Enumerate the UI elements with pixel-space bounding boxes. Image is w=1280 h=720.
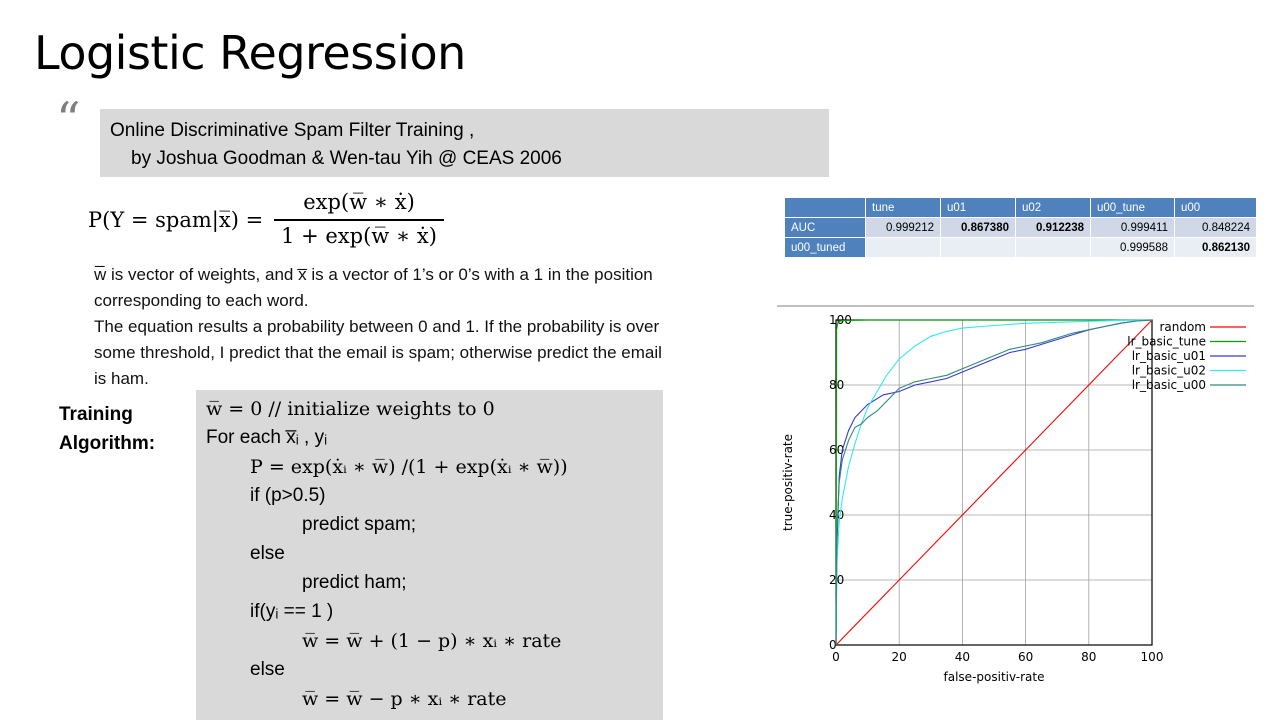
legend-label: lr_basic_u00 [1132, 378, 1206, 392]
auc-row-label: u00_tuned [784, 237, 866, 258]
x-tick-label: 20 [892, 650, 907, 664]
algorithm-box: w̅ = 0 // initialize weights to 0 For ea… [196, 390, 663, 720]
series-line-lr_basic_u00 [835, 319, 1153, 646]
algorithm-line: if(yᵢ == 1 ) [250, 601, 334, 622]
auc-cell: 0.999588 [1090, 237, 1175, 258]
auc-cell: 0.912238 [1015, 217, 1091, 238]
algorithm-line: else [250, 659, 285, 680]
x-tick-label: 60 [1018, 650, 1033, 664]
training-label-line-2: Algorithm: [59, 433, 156, 454]
legend-label: lr_basic_u01 [1132, 349, 1206, 363]
auc-cell: 0.999212 [865, 217, 941, 238]
auc-header-cell: tune [865, 197, 941, 218]
algorithm-line: For each x̅ᵢ , yᵢ [206, 427, 328, 448]
auc-header-cell [784, 197, 866, 218]
auc-header-cell: u00 [1174, 197, 1257, 218]
formula-description: w̅ is vector of weights, and x̅ is a vec… [94, 262, 774, 392]
algorithm-line: w̅ = w̅ + (1 − p) ∗ xᵢ ∗ rate [302, 630, 562, 652]
algorithm-line: if (p>0.5) [250, 485, 326, 506]
auc-table-row: AUC 0.999212 0.867380 0.912238 0.999411 … [784, 217, 1257, 238]
description-line: The equation results a probability betwe… [94, 317, 660, 336]
fraction-bar [274, 219, 444, 221]
auc-cell: 0.862130 [1174, 237, 1257, 258]
series-line-lr_basic_u02 [835, 319, 1153, 646]
x-tick-label: 0 [832, 650, 840, 664]
slide-title: Logistic Regression [34, 26, 466, 80]
auc-cell [940, 237, 1016, 258]
chart-top-divider [777, 305, 1254, 307]
auc-table-row: u00_tuned 0.999588 0.862130 [784, 237, 1257, 258]
series-line-lr_basic_tune [835, 319, 1152, 646]
y-tick-label: 0 [829, 638, 837, 652]
algorithm-line: predict spam; [302, 514, 417, 535]
x-tick-label: 40 [955, 650, 970, 664]
legend-label: lr_basic_u02 [1132, 364, 1206, 378]
auc-table: tune u01 u02 u00_tune u00 AUC 0.999212 0… [784, 197, 1257, 258]
series-lines [835, 319, 1153, 646]
x-tick-label: 80 [1081, 650, 1096, 664]
description-line: corresponding to each word. [94, 291, 309, 310]
algorithm-line: predict ham; [302, 572, 407, 593]
auc-header-cell: u01 [940, 197, 1016, 218]
auc-cell [865, 237, 941, 258]
y-tick-label: 100 [829, 313, 852, 327]
citation-box: Online Discriminative Spam Filter Traini… [100, 109, 829, 177]
formula-lhs: P(Y = spam|x̅) = [88, 208, 264, 232]
auc-cell [1015, 237, 1091, 258]
formula-denominator: 1 + exp(w̅ ∗ ẋ) [281, 224, 437, 248]
series-line-random [835, 319, 1153, 646]
algorithm-line: w̅ = 0 // initialize weights to 0 [206, 398, 495, 420]
citation-line-1: Online Discriminative Spam Filter Traini… [110, 120, 475, 141]
x-axis-label: false-positiv-rate [944, 670, 1045, 684]
quote-mark-icon: “ [56, 92, 81, 148]
formula-numerator: exp(w̅ ∗ ẋ) [303, 190, 415, 214]
x-tick-label: 100 [1141, 650, 1164, 664]
auc-cell: 0.999411 [1090, 217, 1175, 238]
auc-header-cell: u00_tune [1090, 197, 1175, 218]
citation-line-2: by Joshua Goodman & Wen-tau Yih @ CEAS 2… [131, 148, 562, 169]
training-label-line-1: Training [59, 404, 133, 425]
legend-label: lr_basic_tune [1127, 335, 1206, 349]
chart-legend: randomlr_basic_tunelr_basic_u01lr_basic_… [1127, 320, 1246, 392]
algorithm-line: P = exp(ẋᵢ ∗ w̅) /(1 + exp(ẋᵢ ∗ w̅)) [250, 456, 568, 478]
auc-table-header-row: tune u01 u02 u00_tune u00 [784, 197, 1257, 218]
description-line: w̅ is vector of weights, and x̅ is a vec… [94, 265, 653, 284]
auc-header-cell: u02 [1015, 197, 1091, 218]
algorithm-line: w̅ = w̅ − p ∗ xᵢ ∗ rate [302, 688, 507, 710]
auc-cell: 0.848224 [1174, 217, 1257, 238]
description-line: is ham. [94, 369, 149, 388]
training-algorithm-label: Training Algorithm: [59, 400, 155, 458]
auc-cell: 0.867380 [940, 217, 1016, 238]
legend-label: random [1159, 320, 1206, 334]
y-axis-label: true-positiv-rate [781, 434, 795, 531]
algorithm-line: else [250, 543, 285, 564]
description-line: some threshold, I predict that the email… [94, 343, 662, 362]
auc-row-label: AUC [784, 217, 866, 238]
